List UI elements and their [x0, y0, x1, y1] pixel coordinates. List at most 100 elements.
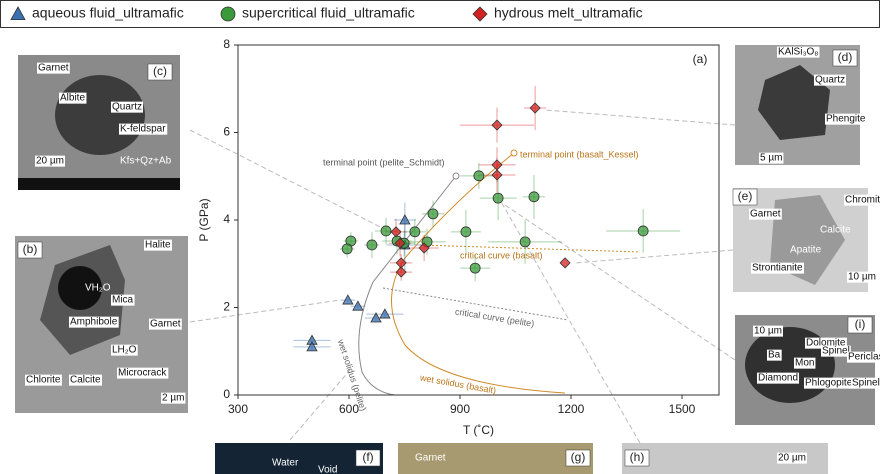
label-bg — [814, 74, 847, 86]
inset-label: Kfs+Qz+Ab — [120, 156, 172, 167]
y-tick-label: 2 — [223, 300, 230, 314]
inset-label: LH₂O — [112, 345, 137, 356]
marker — [418, 242, 430, 254]
inset-label: Albite — [60, 93, 85, 104]
inset-label: Quartz — [112, 102, 142, 113]
marker — [390, 226, 402, 238]
label-bg — [844, 194, 880, 206]
inset-label: 20 µm — [778, 453, 806, 464]
annotation: terminal point (basalt_Kessel) — [520, 149, 639, 159]
label-bg — [149, 318, 182, 330]
marker — [492, 192, 504, 204]
label-bg — [847, 351, 880, 363]
arrow — [504, 204, 736, 361]
inset-label: 5 µm — [760, 153, 782, 164]
panel-tag: (i) — [855, 317, 866, 331]
label-bg — [144, 239, 173, 251]
label-bg — [847, 271, 877, 283]
legend-label: supercritical fluid_ultramafic — [242, 5, 415, 21]
marker — [519, 236, 531, 248]
inset-label: 20 µm — [36, 156, 64, 167]
marker — [366, 239, 378, 251]
marker — [342, 294, 354, 305]
grain — [55, 75, 145, 155]
panel-tag: (b) — [23, 242, 38, 256]
label-bg — [749, 208, 782, 220]
label-bg — [757, 372, 800, 384]
marker — [559, 257, 571, 269]
marker — [491, 169, 503, 181]
panel-tag: (c) — [153, 64, 167, 78]
annotation: (a) — [693, 52, 708, 66]
label-bg — [751, 262, 805, 274]
inset-label: Chlorite — [26, 375, 61, 386]
y-tick-label: 8 — [223, 37, 230, 51]
inset-label: Spinel — [822, 346, 850, 357]
inset-label: Diamond — [758, 373, 798, 384]
marker — [399, 214, 411, 225]
marker — [491, 159, 503, 171]
panel-tag-bg — [147, 63, 173, 81]
annotation: critical curve (pelite) — [454, 306, 535, 328]
inset-label: VH₂O — [85, 283, 111, 294]
terminal-point — [510, 149, 518, 157]
label-bg — [804, 377, 854, 389]
marker — [469, 262, 481, 274]
marker — [306, 341, 318, 352]
panel-tag: (d) — [838, 50, 853, 64]
marker — [379, 308, 391, 319]
panel-tag: (h) — [630, 450, 645, 464]
label-bg — [117, 367, 169, 379]
vapor-bubble — [58, 266, 102, 310]
label-bg — [753, 325, 783, 337]
inset-label: Ba — [768, 350, 781, 361]
x-tick-label: 300 — [228, 402, 248, 416]
wet-solidus-basalt — [391, 257, 566, 394]
label-bg — [37, 62, 70, 74]
label-bg — [777, 46, 820, 58]
inset-label: Garnet — [415, 453, 446, 464]
label-bg — [69, 374, 103, 386]
arrow — [544, 109, 736, 126]
marker — [395, 257, 407, 269]
legend-box — [0, 0, 880, 28]
inset-label: Quartz — [815, 75, 845, 86]
inset-label: Chromite — [845, 195, 880, 206]
critical-curve-basalt — [419, 244, 641, 253]
legend-marker — [10, 6, 26, 21]
panel-tag-bg — [17, 241, 43, 259]
marker — [491, 119, 503, 131]
marker — [394, 237, 406, 249]
label-bg — [805, 337, 847, 349]
label-bg — [161, 392, 186, 404]
marker — [460, 226, 472, 238]
label-bg — [794, 357, 816, 369]
inset-label: Void — [318, 465, 337, 474]
inset-label: Phengite — [826, 114, 866, 125]
panel-tag: (g) — [571, 450, 586, 464]
inset-images — [15, 45, 875, 474]
inset-label: Garnet — [750, 209, 781, 220]
marker — [528, 191, 540, 203]
marker — [637, 225, 649, 237]
marker — [380, 225, 392, 237]
arrow — [289, 369, 351, 441]
inset-label: Water — [272, 458, 299, 469]
label-bg — [25, 374, 62, 386]
inclusion — [770, 195, 845, 285]
inset-label: 2 µm — [162, 393, 184, 404]
label-bg — [69, 316, 119, 328]
y-tick-label: 4 — [223, 212, 230, 226]
inset-label: Garnet — [38, 63, 69, 74]
label-bg — [759, 152, 784, 164]
inset-label: Amphibole — [70, 317, 118, 328]
y-tick-label: 0 — [223, 387, 230, 401]
panel-tag-bg — [732, 188, 758, 206]
x-tick-label: 1500 — [669, 402, 696, 416]
inset-g — [398, 443, 593, 474]
phase-curves — [358, 149, 641, 396]
x-tick-label: 600 — [339, 402, 359, 416]
marker — [529, 102, 541, 114]
marker — [352, 300, 364, 311]
inset-label: Dolomite — [806, 338, 846, 349]
